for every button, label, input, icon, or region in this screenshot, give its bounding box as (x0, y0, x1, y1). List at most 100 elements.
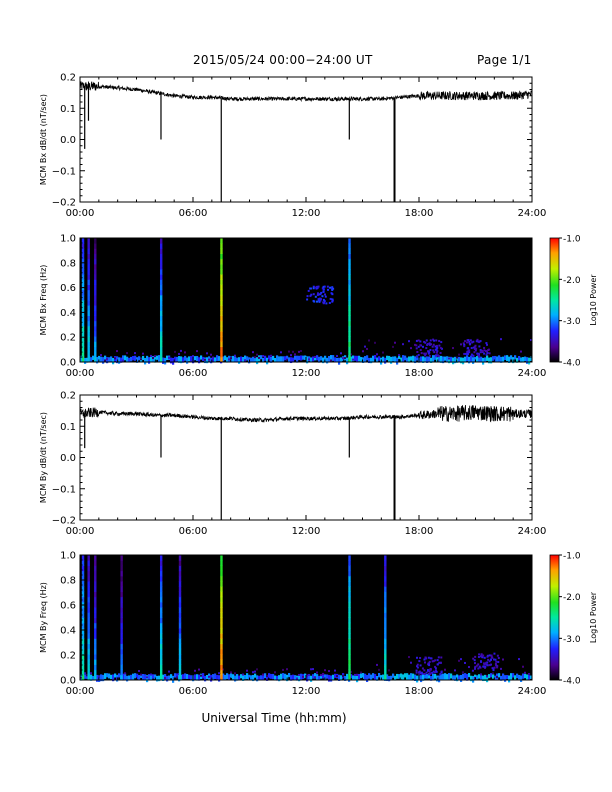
spectrogram-cell (120, 659, 123, 665)
spectrogram-cell (428, 664, 431, 667)
spectrogram-cell (87, 274, 90, 280)
spectrogram-cell (120, 607, 123, 613)
spectrogram-cell (81, 258, 85, 265)
spectrogram-cell (184, 673, 187, 679)
spectrogram-cell (159, 284, 163, 291)
spectrogram-cell (473, 659, 476, 662)
spectrogram-cell (404, 673, 407, 678)
spectrogram-cell (493, 652, 496, 655)
spectrogram-cell (306, 356, 309, 364)
spectrogram-cell (218, 356, 221, 361)
spectrogram-cell (159, 310, 163, 316)
spectrogram-cell (429, 343, 432, 346)
spectrogram-cell (470, 355, 473, 363)
spectrogram-cell (290, 675, 293, 681)
spectrogram-cell (348, 669, 351, 676)
spectrogram-cell (376, 675, 379, 681)
spectrogram-cell (94, 674, 97, 681)
spectrogram-cell (410, 673, 413, 680)
spectrogram-cell (81, 325, 85, 332)
spectrogram-cell (466, 341, 468, 344)
spectrogram-cell (159, 633, 163, 639)
spectrogram-cell (94, 664, 97, 671)
spectrogram-cell (348, 294, 351, 301)
spectrogram-cell (434, 659, 437, 662)
spectrogram-cell (178, 669, 182, 676)
spectrogram-cell (500, 338, 502, 341)
spectrogram-cell (420, 675, 423, 683)
spectrogram-cell (390, 675, 393, 681)
spectrogram-cell (348, 341, 351, 347)
spectrogram-cell (212, 674, 215, 681)
spectrogram-cell (98, 355, 101, 363)
spectrogram-cell (198, 357, 201, 364)
spectrogram-cell (502, 658, 504, 661)
spectrogram-cell (94, 346, 97, 353)
spectrogram-cell (87, 607, 90, 613)
spectrogram-cell (348, 356, 351, 363)
spectrogram-cell (508, 675, 511, 683)
spectrogram-cell (360, 671, 362, 674)
spectrogram-cell (384, 674, 387, 681)
spectrogram-cell (406, 357, 409, 362)
spectrogram-cell (87, 253, 90, 260)
spectrogram-cell (322, 298, 325, 301)
spectrogram-cell (288, 357, 291, 363)
spectrogram-cell (348, 300, 351, 306)
spectrogram-cell (314, 673, 317, 679)
spectrogram-cell (140, 673, 142, 676)
spectrogram-cell (188, 356, 191, 362)
spectrogram-cell (524, 671, 526, 674)
spectrogram-cell (378, 356, 381, 361)
spectrogram-cell (178, 653, 182, 660)
spectrogram-cell (324, 355, 327, 362)
spectrogram-cell (134, 355, 137, 361)
spectrogram-cell (220, 586, 223, 592)
spectrogram-cell (435, 670, 438, 673)
spectrogram-cell (184, 355, 187, 361)
x-tick-label: 00:00 (66, 208, 95, 219)
spectrogram-cell (106, 357, 109, 364)
spectrogram-cell (268, 359, 270, 362)
spectrogram-cell (194, 674, 197, 680)
spectrogram-cell (132, 673, 135, 680)
spectrogram-cell (220, 674, 223, 681)
spectrogram-cell (332, 674, 335, 680)
spectrogram-cell (87, 356, 90, 363)
spectrogram-cell (458, 675, 461, 681)
spectrogram-cell (485, 342, 488, 345)
y-axis-label: MCM Bx dB/dt (nT/sec) (39, 94, 48, 185)
spectrogram-cell (220, 336, 223, 342)
spectrogram-cell (475, 340, 478, 343)
spectrogram-cell (480, 653, 483, 656)
spectrogram-cell (159, 320, 163, 327)
spectrogram-cell (526, 674, 529, 681)
x-tick-label: 24:00 (518, 526, 547, 537)
spectrogram-cell (122, 355, 125, 361)
spectrogram-cell (178, 596, 182, 603)
spectrogram-cell (394, 356, 397, 362)
spectrogram-cell (348, 617, 351, 624)
spectrogram-cell (87, 346, 90, 353)
spectrogram-cell (348, 284, 351, 291)
spectrogram-cell (220, 243, 223, 249)
spectrogram-cell (252, 356, 255, 363)
spectrogram-cell (87, 622, 90, 629)
spectrogram-cell (280, 673, 283, 681)
spectrogram-cell (524, 673, 527, 679)
spectrogram-cell (178, 575, 182, 582)
spectrogram-cell (419, 672, 422, 675)
spectrogram-cell (134, 352, 136, 355)
spectrogram-cell (116, 677, 118, 680)
spectrogram-cell (429, 668, 432, 671)
spectrogram-cell (159, 664, 163, 671)
spectrogram-cell (252, 671, 254, 674)
spectrogram-cell (434, 669, 437, 672)
spectrogram-cell (81, 581, 85, 587)
spectrogram-cell (80, 355, 83, 363)
spectrogram-cell (124, 672, 126, 675)
spectrogram-cell (230, 356, 233, 363)
spectrogram-cell (322, 288, 325, 291)
spectrogram-cell (264, 355, 267, 361)
spectrogram-cell (340, 352, 342, 355)
